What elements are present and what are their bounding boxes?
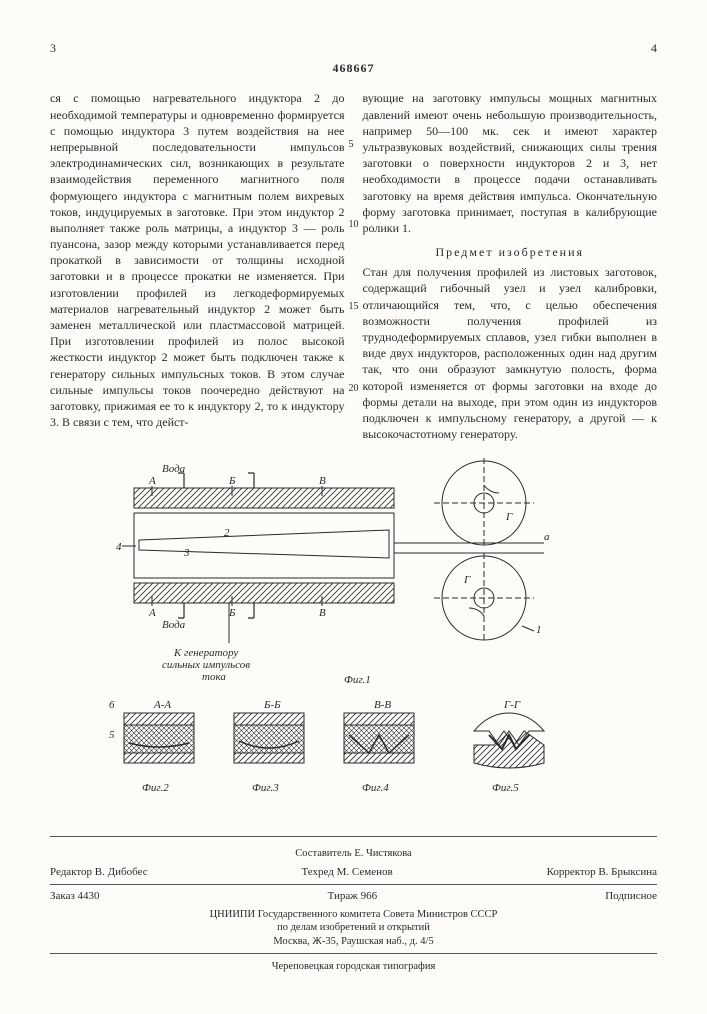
- patent-number: 468667: [50, 60, 657, 76]
- tech-editor: Техред М. Семенов: [302, 865, 393, 880]
- org-line2: по делам изобретений и открытий: [50, 921, 657, 935]
- line-marker: 5: [349, 138, 354, 152]
- svg-text:Б: Б: [228, 475, 236, 487]
- signed: Подписное: [605, 889, 657, 904]
- text-columns: ся с помощью нагревательного индуктора 2…: [50, 90, 657, 442]
- svg-text:4: 4: [116, 541, 122, 553]
- order-number: Заказ 4430: [50, 889, 100, 904]
- column-left: ся с помощью нагревательного индуктора 2…: [50, 90, 345, 442]
- body-text-right-p2: Стан для получения профилей из листовых …: [363, 265, 658, 441]
- svg-text:Фиг.4: Фиг.4: [362, 782, 389, 794]
- svg-text:2: 2: [224, 527, 230, 539]
- svg-text:В: В: [319, 475, 326, 487]
- svg-text:тока: тока: [202, 671, 226, 683]
- svg-text:Г: Г: [463, 574, 471, 586]
- svg-text:В: В: [319, 607, 326, 619]
- column-right: 5 10 15 20 вующие на заготовку импульсы …: [363, 90, 658, 442]
- svg-text:Фиг.5: Фиг.5: [492, 782, 519, 794]
- body-text-right-p1: вующие на заготовку импульсы мощных магн…: [363, 91, 658, 235]
- line-marker: 10: [349, 218, 359, 232]
- svg-text:А: А: [148, 607, 156, 619]
- svg-text:В-В: В-В: [374, 699, 391, 711]
- svg-text:Вода: Вода: [162, 463, 186, 475]
- svg-text:1: 1: [536, 624, 542, 636]
- svg-text:А-А: А-А: [153, 699, 171, 711]
- line-marker: 20: [349, 382, 359, 396]
- body-text-left: ся с помощью нагревательного индуктора 2…: [50, 91, 345, 429]
- compiler: Составитель Е. Чистякова: [50, 847, 657, 861]
- page-numbers: 3 4: [50, 40, 657, 56]
- claim-title: Предмет изобретения: [363, 244, 658, 260]
- svg-text:а: а: [544, 531, 550, 543]
- svg-text:Г: Г: [505, 511, 513, 523]
- svg-text:Фиг.1: Фиг.1: [344, 674, 371, 686]
- svg-text:Б-Б: Б-Б: [263, 699, 281, 711]
- line-marker: 15: [349, 300, 359, 314]
- svg-text:Г-Г: Г-Г: [503, 699, 521, 711]
- svg-text:сильных импульсов: сильных импульсов: [162, 659, 250, 671]
- patent-figure-svg: 2 3 4 Вода Вода А А Б Б В В К генератору…: [74, 458, 634, 818]
- fig1-group: 2 3 4 Вода Вода А А Б Б В В К генератору…: [116, 458, 550, 686]
- svg-text:Фиг.3: Фиг.3: [252, 782, 279, 794]
- tirazh: Тираж 966: [328, 889, 378, 904]
- figure-area: 2 3 4 Вода Вода А А Б Б В В К генератору…: [50, 458, 657, 818]
- credits-block: Составитель Е. Чистякова Редактор В. Диб…: [50, 836, 657, 953]
- svg-text:5: 5: [109, 729, 115, 741]
- svg-text:Вода: Вода: [162, 619, 186, 631]
- svg-text:Фиг.2: Фиг.2: [142, 782, 169, 794]
- page-left: 3: [50, 40, 56, 56]
- printer-footer: Череповецкая городская типография: [50, 960, 657, 974]
- cross-sections: А-А Б-Б В-В Г-Г 6 5 Фиг.2 Фиг.3 Фиг.4: [109, 699, 544, 794]
- svg-text:А: А: [148, 475, 156, 487]
- svg-text:К генератору: К генератору: [173, 647, 238, 659]
- page-right: 4: [651, 40, 657, 56]
- org-addr: Москва, Ж-35, Раушская наб., д. 4/5: [50, 935, 657, 949]
- svg-text:3: 3: [183, 547, 190, 559]
- svg-text:6: 6: [109, 699, 115, 711]
- editor: Редактор В. Дибобес: [50, 865, 148, 880]
- corrector: Корректор В. Брыксина: [547, 865, 657, 880]
- org-line1: ЦНИИПИ Государственного комитета Совета …: [50, 908, 657, 922]
